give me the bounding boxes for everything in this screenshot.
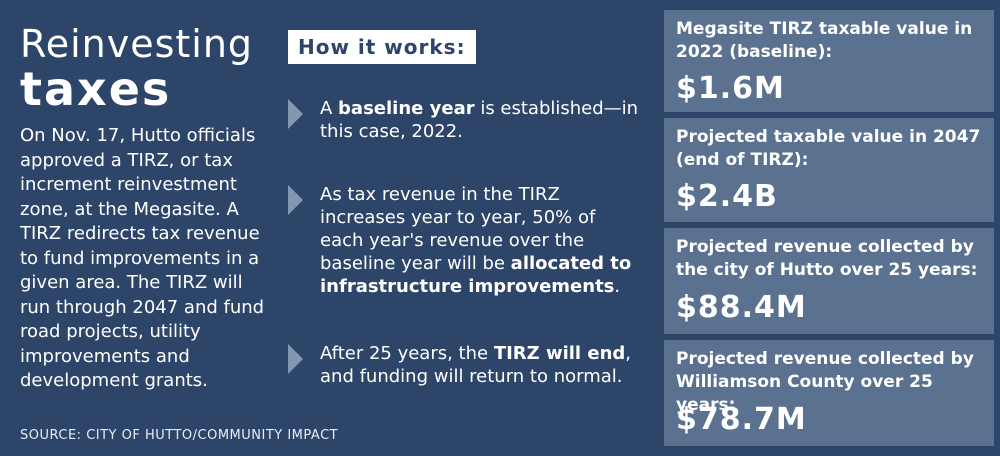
arrow-right-icon [288,185,303,215]
stat-panel-hutto-revenue: Projected revenue collected by the city … [664,228,994,334]
title-line-1: Reinvesting [20,22,254,66]
step-text: As tax revenue in the TIRZ increases yea… [320,184,632,297]
step-text: A baseline year is established—in this c… [320,98,639,142]
stat-value: $88.4M [676,290,807,325]
stat-label: Projected taxable value in 2047 (end of … [676,127,981,170]
intro-text: On Nov. 17, Hutto officials approved a T… [20,125,265,391]
arrow-right-icon [288,99,303,129]
stat-panel-county-revenue: Projected revenue collected by Williamso… [664,340,994,446]
stat-panel-baseline-value: Megasite TIRZ taxable value in 2022 (bas… [664,10,994,112]
stat-value: $78.7M [676,402,807,437]
source-credit: SOURCE: CITY OF HUTTO/COMMUNITY IMPACT [20,428,339,443]
title-line-2: taxes [20,62,172,116]
stat-value: $2.4B [676,179,778,214]
stat-label: Projected revenue collected by the city … [676,237,978,280]
stat-panel-projected-value: Projected taxable value in 2047 (end of … [664,118,994,222]
stat-value: $1.6M [676,71,785,106]
stat-label: Projected revenue collected by Williamso… [676,349,974,415]
arrow-right-icon [288,344,303,374]
step-text: After 25 years, the TIRZ will end, and f… [320,343,632,387]
how-it-works-heading: How it works: [288,30,476,64]
stat-label: Megasite TIRZ taxable value in 2022 (bas… [676,19,973,62]
